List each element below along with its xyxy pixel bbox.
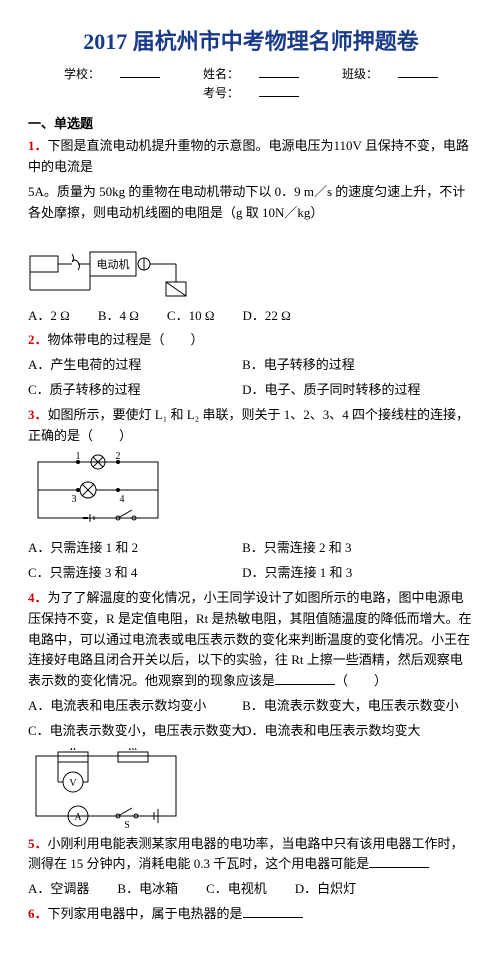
meta-class: 班级： [332,67,448,81]
svg-text:4: 4 [120,494,125,505]
q4-suffix: （ ） [335,673,387,688]
q2-text: 物体带电的过程是（ ） [48,332,204,347]
question-6: 6．下列家用电器中，属于电热器的是 [28,904,474,925]
q1-opt-b: B．4 Ω [98,306,139,327]
q3-diagram: 1 2 3 4 [28,452,474,532]
q6-text: 下列家用电器中，属于电热器的是 [48,906,243,921]
q4-options-row2: C．电流表示数变小，电压表示数变大 D．电流表和电压表示数均变大 [28,721,474,742]
q1-options: A．2 Ω B．4 Ω C．10 Ω D．22 Ω [28,306,474,327]
q4-options-row1: A．电流表和电压表示数均变小 B．电流表示数变大，电压表示数变小 [28,696,474,717]
svg-text:1: 1 [76,452,81,462]
q1-text-a: 下图是直流电动机提升重物的示意图。电源电压为110V 且保持不变，电路中的电流是 [28,138,469,174]
q5-options: A．空调器 B．电冰箱 C．电视机 D．白炽灯 [28,879,474,900]
motor-label: 电动机 [97,257,130,271]
question-5: 5．小刚利用电能表测某家用电器的电功率，当电路中只有该用电器工作时，测得在 15… [28,834,474,876]
q3-text: 如图所示，要使灯 L₁ 和 L₂ 串联，则关于 1、2、3、4 四个接线柱的连接… [28,407,469,443]
q4-blank [275,671,335,685]
q5-opt-a: A．空调器 [28,879,89,900]
q3-opt-b: B．只需连接 2 和 3 [242,538,456,559]
meta-name: 姓名： [193,67,309,81]
q1-opt-a: A．2 Ω [28,306,70,327]
meta-row: 学校： 姓名： 班级： 考号： [28,65,474,103]
q2-opt-c: C．质子转移的过程 [28,380,242,401]
q1-opt-d: D．22 Ω [243,306,291,327]
section-heading: 一、单选题 [28,114,474,135]
meta-number: 考号： [193,86,309,100]
question-3: 3．如图所示，要使灯 L₁ 和 L₂ 串联，则关于 1、2、3、4 四个接线柱的… [28,405,474,447]
svg-text:V: V [69,778,77,789]
q4-opt-c: C．电流表示数变小，电压表示数变大 [28,721,242,742]
qnum-1: 1． [28,138,48,153]
q4-opt-a: A．电流表和电压表示数均变小 [28,696,242,717]
q1-opt-c: C．10 Ω [167,306,215,327]
svg-text:Rt: Rt [128,748,138,753]
page-title: 2017 届杭州市中考物理名师押题卷 [28,24,474,59]
q2-options-row2: C．质子转移的过程 D．电子、质子同时转移的过程 [28,380,474,401]
q3-opt-c: C．只需连接 3 和 4 [28,563,242,584]
q5-opt-b: B．电冰箱 [117,879,178,900]
q2-opt-b: B．电子转移的过程 [242,355,456,376]
q5-opt-c: C．电视机 [206,879,267,900]
q5-blank [369,854,429,868]
q2-opt-a: A．产生电荷的过程 [28,355,242,376]
q1-diagram: 电动机 [28,230,474,300]
svg-text:A: A [74,812,82,823]
svg-text:S: S [124,820,130,828]
q3-options-row1: A．只需连接 1 和 2 B．只需连接 2 和 3 [28,538,474,559]
meta-school: 学校： [54,67,170,81]
question-4: 4．为了了解温度的变化情况，小王同学设计了如图所示的电路，图中电源电压保持不变，… [28,588,474,692]
question-2: 2．物体带电的过程是（ ） [28,330,474,351]
q4-text: 为了了解温度的变化情况，小王同学设计了如图所示的电路，图中电源电压保持不变，R … [28,590,471,688]
qnum-5: 5． [28,836,48,851]
q1-text-b: 5A。质量为 50kg 的重物在电动机带动下以 0．9 m／s 的速度匀速上升，… [28,182,474,224]
q3-opt-a: A．只需连接 1 和 2 [28,538,242,559]
svg-text:R: R [69,748,76,753]
q2-options-row1: A．产生电荷的过程 B．电子转移的过程 [28,355,474,376]
qnum-6: 6． [28,906,48,921]
q6-blank [243,904,303,918]
qnum-3: 3． [28,407,48,422]
q5-opt-d: D．白炽灯 [295,879,356,900]
qnum-4: 4． [28,590,48,605]
q4-diagram: R Rt V A S [28,748,474,828]
q2-opt-d: D．电子、质子同时转移的过程 [242,380,456,401]
question-1: 1．下图是直流电动机提升重物的示意图。电源电压为110V 且保持不变，电路中的电… [28,136,474,178]
q4-opt-b: B．电流表示数变大，电压表示数变小 [242,696,456,717]
qnum-2: 2． [28,332,48,347]
svg-text:3: 3 [72,494,77,505]
q3-options-row2: C．只需连接 3 和 4 D．只需连接 1 和 3 [28,563,474,584]
svg-text:2: 2 [116,452,121,462]
q3-opt-d: D．只需连接 1 和 3 [242,563,456,584]
q4-opt-d: D．电流表和电压表示数均变大 [242,721,456,742]
